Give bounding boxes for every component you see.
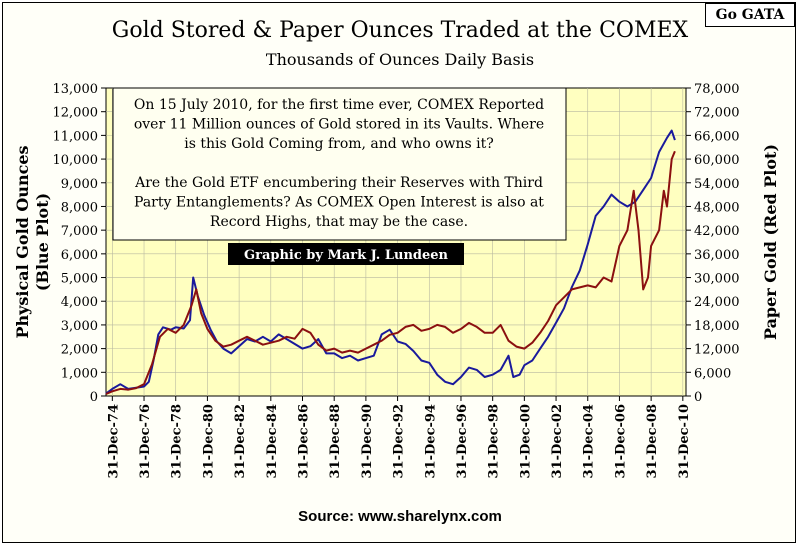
left-tick-label: 1,000 — [61, 366, 98, 381]
right-axis-ticks: 0 6,000 12,000 18,000 24,000 30,000 36,000 42,0… — [686, 82, 740, 405]
series-line-blue — [105, 129, 676, 395]
right-tick-label: 66,000 — [694, 129, 740, 144]
annotation-line: On 15 July 2010, for the first time ever… — [134, 97, 544, 113]
left-tick-label: 0 — [90, 390, 98, 405]
x-tick-label: 31-Dec-74 — [106, 404, 121, 478]
x-axis-ticks: 31-Dec-74 31-Dec-76 31-Dec-78 31-Dec-80 31-D… — [106, 396, 692, 478]
x-tick-label: 31-Dec-90 — [360, 404, 375, 478]
x-tick-label: 31-Dec-78 — [170, 404, 185, 478]
right-tick-label: 48,000 — [694, 200, 740, 215]
right-tick-label: 30,000 — [694, 272, 740, 287]
left-tick-label: 12,000 — [53, 106, 99, 121]
right-tick-label: 36,000 — [694, 248, 740, 263]
left-tick-label: 10,000 — [53, 153, 99, 168]
series-line-red — [105, 150, 676, 395]
right-tick-label: 12,000 — [694, 343, 740, 358]
right-tick-label: 78,000 — [694, 82, 740, 97]
right-tick-label: 0 — [694, 390, 702, 405]
right-tick-label: 54,000 — [694, 177, 740, 192]
x-tick-label: 31-Dec-88 — [328, 404, 343, 478]
annotation-text: On 15 July 2010, for the first time ever… — [134, 97, 544, 230]
annotation-line: Party Entanglements? As COMEX Open Inter… — [134, 195, 544, 211]
annotation-line: Are the Gold ETF encumbering their Reser… — [134, 175, 543, 191]
x-tick-label: 31-Dec-04 — [582, 404, 597, 478]
right-tick-label: 24,000 — [694, 295, 740, 310]
annotation-line: is this Gold Coming from, and who owns i… — [184, 136, 494, 152]
left-tick-label: 7,000 — [61, 224, 98, 239]
right-tick-label: 42,000 — [694, 224, 740, 239]
left-tick-label: 9,000 — [61, 177, 98, 192]
left-tick-label: 8,000 — [61, 200, 98, 215]
x-tick-label: 31-Dec-00 — [518, 404, 533, 478]
chart-subtitle: Thousands of Ounces Daily Basis — [265, 50, 535, 69]
chart-title: Gold Stored & Paper Ounces Traded at the… — [111, 18, 689, 43]
left-tick-label: 5,000 — [61, 272, 98, 287]
right-tick-label: 60,000 — [694, 153, 740, 168]
x-tick-label: 31-Dec-96 — [455, 404, 470, 478]
left-axis-ticks: 0 1,000 2,000 3,000 4,000 5,000 6,000 7,000 8,00… — [53, 82, 106, 405]
left-tick-label: 6,000 — [61, 248, 98, 263]
x-tick-label: 31-Dec-92 — [392, 404, 407, 478]
left-tick-label: 3,000 — [61, 319, 98, 334]
y-axis-left-label-line2: (Blue Plot) — [33, 193, 52, 291]
credit-label: Graphic by Mark J. Lundeen — [244, 248, 449, 263]
x-tick-label: 31-Dec-76 — [138, 404, 153, 478]
left-tick-label: 4,000 — [61, 295, 98, 310]
x-tick-label: 31-Dec-84 — [265, 404, 280, 478]
x-tick-label: 31-Dec-94 — [423, 404, 438, 478]
x-tick-label: 31-Dec-98 — [487, 404, 502, 478]
left-tick-label: 13,000 — [53, 82, 99, 97]
x-tick-label: 31-Dec-86 — [297, 404, 312, 478]
right-tick-label: 6,000 — [694, 366, 731, 381]
annotation-line: Record Highs, that may be the case. — [210, 214, 468, 230]
left-tick-label: 11,000 — [53, 129, 99, 144]
source-label: Source: www.sharelynx.com — [298, 508, 502, 525]
right-tick-label: 72,000 — [694, 106, 740, 121]
annotation-box — [112, 87, 567, 241]
x-tick-label: 31-Dec-80 — [201, 404, 216, 478]
x-tick-label: 31-Dec-06 — [613, 404, 628, 478]
x-tick-label: 31-Dec-10 — [677, 404, 692, 478]
series-lines — [105, 129, 676, 395]
x-tick-label: 31-Dec-82 — [233, 404, 248, 478]
x-tick-label: 31-Dec-08 — [645, 404, 660, 478]
y-axis-left-label-line1: Physical Gold Ounces — [13, 145, 32, 338]
annotation-line: over 11 Million ounces of Gold stored in… — [134, 117, 544, 133]
left-tick-label: 2,000 — [61, 343, 98, 358]
x-tick-label: 31-Dec-02 — [550, 404, 565, 478]
y-axis-right-label: Paper Gold (Red Plot) — [761, 144, 780, 340]
credit-box — [228, 243, 464, 265]
right-tick-label: 18,000 — [694, 319, 740, 334]
go-gata-badge: Go GATA — [705, 3, 795, 27]
